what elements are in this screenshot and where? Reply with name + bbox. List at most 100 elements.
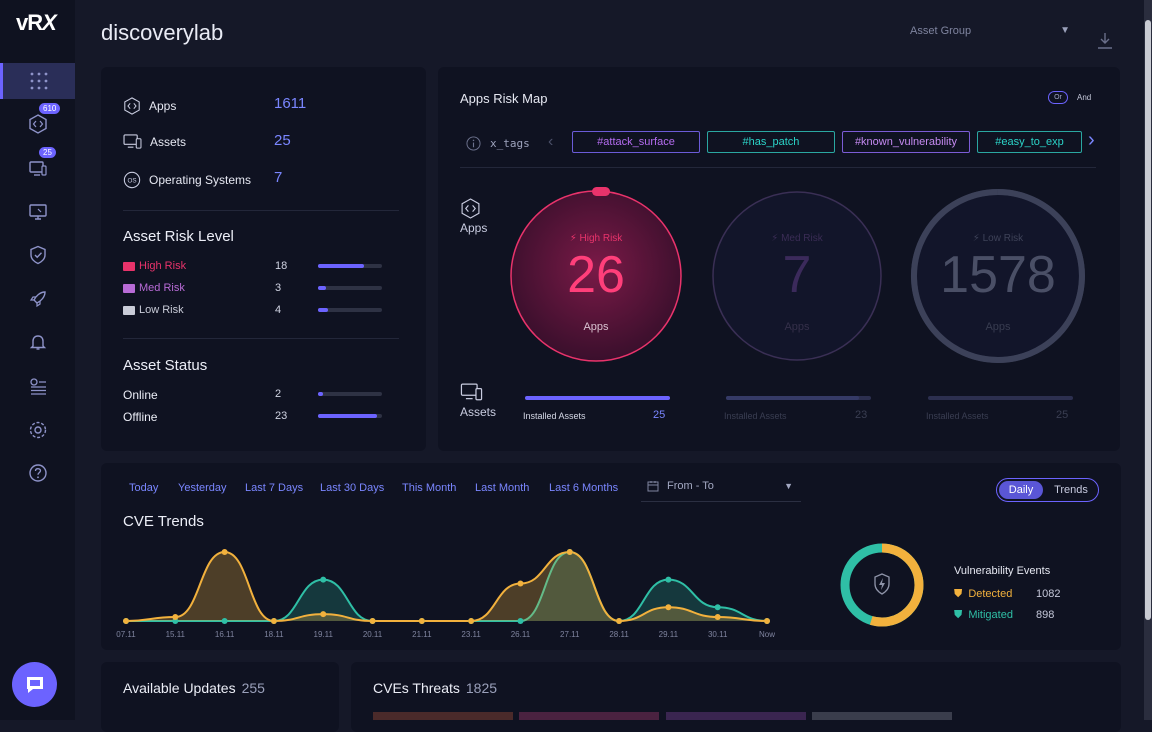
data-point[interactable] (418, 618, 425, 624)
data-point[interactable] (468, 618, 475, 624)
range-yesterday[interactable]: Yesterday (178, 482, 227, 494)
data-point[interactable] (123, 618, 129, 624)
risk-label: Med Risk (139, 282, 185, 294)
status-bar-fill (318, 392, 324, 396)
tag-easy-to-exploit[interactable]: #easy_to_exp (977, 131, 1082, 153)
sidebar-item-apps[interactable]: 610 (0, 102, 75, 142)
donut-detected[interactable] (840, 543, 924, 627)
med-risk-circle[interactable] (712, 191, 882, 361)
bell-icon (29, 335, 46, 350)
vulnerability-donut (840, 543, 924, 627)
risk-row-med[interactable]: Med Risk 3 (123, 282, 383, 294)
data-point[interactable] (369, 618, 376, 624)
toggle-or[interactable]: Or (1048, 91, 1068, 104)
data-point[interactable] (764, 618, 770, 624)
assets-icon (28, 161, 47, 176)
data-point[interactable] (517, 618, 524, 624)
x-tick-label: 20.11 (363, 630, 383, 639)
data-point[interactable] (270, 618, 277, 624)
chat-button[interactable] (12, 662, 57, 707)
data-point[interactable] (665, 576, 672, 583)
series-area-mitigated (126, 552, 767, 621)
scrollbar-thumb[interactable] (1145, 20, 1151, 620)
data-point[interactable] (714, 614, 721, 621)
sidebar-item-notifications[interactable] (0, 324, 75, 360)
low-risk-circle[interactable] (911, 189, 1085, 363)
high-risk-unit: Apps (583, 321, 609, 333)
range-last-7-days[interactable]: Last 7 Days (245, 482, 304, 494)
view-trends[interactable]: Trends (1054, 484, 1088, 496)
risk-map-apps-label: Apps (460, 221, 488, 235)
data-point[interactable] (566, 549, 573, 555)
data-point[interactable] (221, 618, 228, 624)
date-range-placeholder: From - To (667, 480, 714, 492)
asset-status-title: Asset Status (123, 357, 208, 374)
status-label: Offline (123, 410, 158, 424)
data-point[interactable] (616, 618, 623, 624)
sidebar-item-deploy[interactable] (0, 281, 75, 317)
chevron-down-icon: ▼ (784, 481, 793, 491)
risk-map-card: Apps Risk Map Or And x_tags ‹ #attack_su… (438, 67, 1120, 451)
data-point[interactable] (320, 576, 327, 583)
status-row-online[interactable]: Online 2 (123, 388, 383, 402)
range-today[interactable]: Today (129, 482, 159, 494)
app-logo[interactable]: vRX (16, 10, 57, 36)
legend-mitigated[interactable]: ⛊ Mitigated 898 (954, 609, 1114, 622)
tag-known-vulnerability[interactable]: #known_vulnerability (842, 131, 970, 153)
sidebar-item-reports[interactable] (0, 368, 75, 404)
download-button[interactable] (1097, 32, 1113, 55)
tags-prev-button[interactable]: ‹ (548, 133, 554, 150)
data-point[interactable] (172, 614, 179, 621)
risk-bar-fill (318, 286, 326, 290)
range-last-6-months[interactable]: Last 6 Months (549, 482, 619, 494)
date-range-picker[interactable]: From - To ▼ (641, 480, 801, 502)
view-daily[interactable]: Daily (999, 481, 1043, 499)
data-point[interactable] (714, 604, 721, 611)
summary-apps[interactable]: Apps 1611 (123, 95, 306, 115)
sidebar-item-settings[interactable] (0, 412, 75, 448)
sidebar-item-help[interactable] (0, 455, 75, 491)
legend-detected[interactable]: ⛊ Detected 1082 (954, 588, 1114, 601)
risk-row-low[interactable]: Low Risk 4 (123, 304, 383, 316)
risk-bar-fill (318, 264, 365, 268)
help-icon (28, 464, 47, 482)
risk-row-high[interactable]: High Risk 18 (123, 260, 383, 272)
data-point[interactable] (320, 611, 327, 618)
data-point[interactable] (221, 549, 228, 555)
summary-assets[interactable]: Assets 25 (123, 132, 291, 150)
asset-group-select[interactable]: Asset Group ▼ (910, 25, 1070, 37)
risk-map-divider (460, 167, 1096, 168)
tag-attack-surface[interactable]: #attack_surface (572, 131, 700, 153)
sidebar-item-dashboard[interactable] (0, 63, 75, 99)
reports-icon (29, 378, 46, 395)
x-tick-label: 19.11 (314, 630, 334, 639)
page-scrollbar[interactable] (1144, 0, 1152, 720)
toggle-and[interactable]: And (1077, 93, 1092, 102)
range-last-30-days[interactable]: Last 30 Days (320, 482, 385, 494)
tags-next-button[interactable]: › (1088, 129, 1095, 151)
sidebar-item-monitor[interactable] (0, 194, 75, 230)
shield-icon: ⛊ (954, 609, 963, 621)
bolt-icon (879, 578, 885, 590)
range-last-month[interactable]: Last Month (475, 482, 530, 494)
summary-divider (123, 338, 399, 339)
apps-badge: 610 (38, 102, 62, 115)
status-row-offline[interactable]: Offline 23 (123, 410, 383, 424)
data-point[interactable] (517, 580, 524, 587)
x-tick-label: 16.11 (215, 630, 235, 639)
range-this-month[interactable]: This Month (402, 482, 457, 494)
high-risk-circle[interactable] (510, 187, 682, 362)
sidebar-item-security[interactable] (0, 237, 75, 273)
low-risk-value: 1578 (940, 246, 1056, 304)
data-point[interactable] (665, 604, 672, 611)
tag-has-patch[interactable]: #has_patch (707, 131, 835, 153)
status-count: 2 (275, 388, 282, 400)
summary-os[interactable]: OS Operating Systems 7 (123, 169, 282, 189)
os-icon: OS (123, 171, 141, 189)
detected-label: Detected (968, 588, 1013, 600)
truck-icon (123, 261, 135, 271)
available-updates-card: Available Updates 255 (101, 662, 339, 732)
sidebar-item-assets[interactable]: 25 (0, 146, 75, 186)
threat-bar (666, 712, 806, 720)
risk-count: 4 (275, 304, 282, 316)
